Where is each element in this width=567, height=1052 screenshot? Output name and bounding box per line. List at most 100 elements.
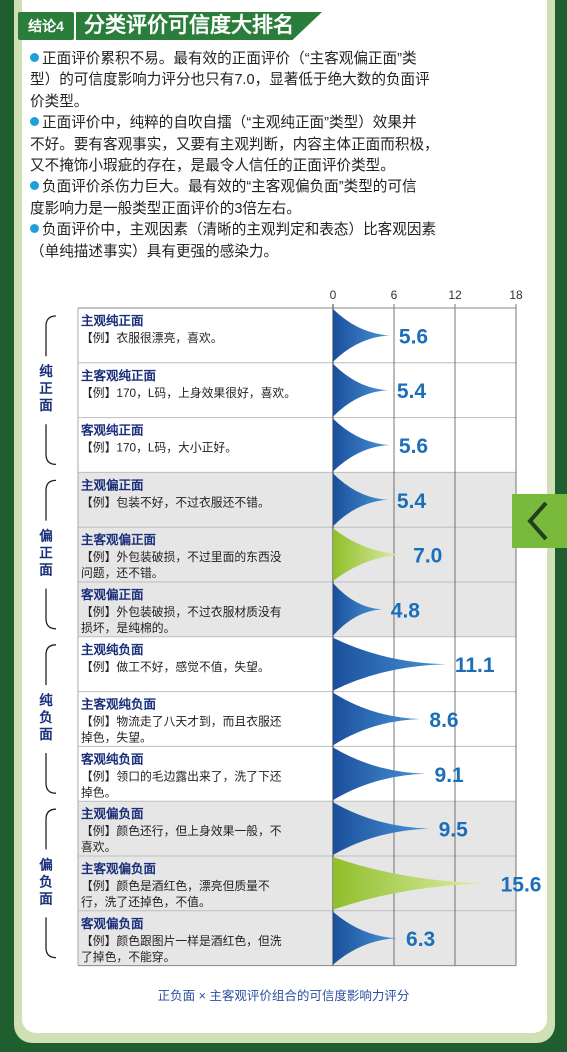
category-example: 【例】物流走了八天才到，而且衣服还 <box>81 715 282 729</box>
bullet-line: （单纯描述事实）具有更强的感染力。 <box>30 242 536 263</box>
bullet-line: 负面评价中，主观因素（清晰的主观判定和表态）比客观因素 <box>30 220 536 241</box>
spike-bar <box>333 802 430 855</box>
bullet-list: 正面评价累积不易。最有效的正面评价（“主客观偏正面”类 型）的可信度影响力评分也只… <box>30 49 536 263</box>
bullet-dot-icon <box>30 53 39 62</box>
spike-bar <box>333 363 388 417</box>
bullet-line: 正面评价累积不易。最有效的正面评价（“主客观偏正面”类 <box>30 49 536 70</box>
value-label: 9.5 <box>439 819 469 842</box>
group-label-char: 面 <box>39 398 53 413</box>
category-example: 掉色，失望。 <box>81 731 152 745</box>
bullet-line: 度影响力是一般类型正面评价的3倍左右。 <box>30 199 536 220</box>
group-label-char: 正 <box>39 381 53 396</box>
x-tick-label: 6 <box>391 288 398 302</box>
value-label: 5.4 <box>397 490 427 513</box>
value-label: 5.6 <box>399 325 428 348</box>
category-title: 主客观偏正面 <box>81 532 157 547</box>
category-example: 【例】170，L码，上身效果很好，喜欢。 <box>81 386 296 400</box>
category-example: 掉色。 <box>81 785 116 799</box>
conclusion-tag: 结论4 <box>18 12 74 40</box>
bullet-text: 正面评价中，纯粹的自吹自擂（“主观纯正面”类型）效果并 <box>42 115 417 132</box>
value-label: 4.8 <box>391 599 421 622</box>
category-title: 主客观纯负面 <box>81 697 157 712</box>
bullet-text: 不好。要有客观事实，又要有主观判断，内容主体正面而积极， <box>30 136 439 153</box>
category-example: 损坏，是纯棉的。 <box>81 621 175 635</box>
category-example: 【例】外包装破损，不过衣服材质没有 <box>81 605 282 619</box>
bullet-line: 正面评价中，纯粹的自吹自擂（“主观纯正面”类型）效果并 <box>30 113 536 134</box>
spike-bar <box>333 309 390 362</box>
category-title: 主观偏正面 <box>81 477 144 492</box>
category-example: 【例】做工不好，感觉不值，失望。 <box>81 660 270 674</box>
bullet-text: 负面评价杀伤力巨大。最有效的“主客观偏负面”类型的可信 <box>42 179 417 196</box>
category-example: 【例】领口的毛边露出来了，洗了下还 <box>81 769 282 783</box>
bullet-paragraph: 正面评价中，纯粹的自吹自擂（“主观纯正面”类型）效果并不好。要有客观事实，又要有… <box>30 113 536 177</box>
category-example: 【例】包装不好，不过衣服还不错。 <box>81 495 270 509</box>
bullet-line: 负面评价杀伤力巨大。最有效的“主客观偏负面”类型的可信 <box>30 177 536 198</box>
value-label: 5.4 <box>397 380 427 403</box>
bullet-dot-icon <box>30 181 39 191</box>
group-band <box>78 472 516 637</box>
category-title: 客观纯正面 <box>80 423 144 438</box>
x-tick-label: 18 <box>509 288 523 302</box>
bullet-text: 型）的可信度影响力评分也只有7.0，显著低于绝大数的负面评 <box>30 72 430 89</box>
bullet-paragraph: 负面评价中，主观因素（清晰的主观判定和表态）比客观因素 （单纯描述事实）具有更强的… <box>30 220 536 263</box>
group-bracket <box>45 479 57 521</box>
prev-page-button[interactable] <box>512 494 567 548</box>
category-example: 了掉色，不能穿。 <box>81 950 175 964</box>
spike-bar <box>333 473 388 527</box>
group-bracket <box>45 424 57 466</box>
category-example: 行，洗了还掉色，不值。 <box>81 895 211 909</box>
x-tick-label: 0 <box>330 288 337 302</box>
value-label: 8.6 <box>429 709 458 732</box>
group-label-char: 面 <box>39 563 53 578</box>
category-title: 客观偏正面 <box>80 587 144 602</box>
x-tick-label: 12 <box>448 288 462 302</box>
group-label-char: 面 <box>39 891 53 906</box>
value-label: 15.6 <box>501 873 542 896</box>
value-label: 7.0 <box>413 545 442 568</box>
group-bracket <box>45 917 57 959</box>
group-bracket <box>45 808 57 850</box>
bullet-text: 正面评价累积不易。最有效的正面评价（“主客观偏正面”类 <box>42 51 417 67</box>
category-example: 【例】颜色是酒红色，漂亮但质量不 <box>81 879 270 893</box>
section-title: 分类评价可信度大排名 <box>76 12 322 40</box>
value-label: 11.1 <box>455 654 495 677</box>
bullet-line: 又不掩饰小瑕疵的存在，是最令人信任的正面评价类型。 <box>30 156 536 177</box>
category-example: 问题，还不错。 <box>81 566 164 580</box>
value-label: 9.1 <box>435 764 465 787</box>
value-label: 5.6 <box>399 435 428 458</box>
category-example: 【例】颜色跟图片一样是酒红色，但洗 <box>81 934 282 948</box>
group-label-char: 纯 <box>39 363 53 379</box>
chevron-left-icon <box>527 501 548 541</box>
bullet-paragraph: 正面评价累积不易。最有效的正面评价（“主客观偏正面”类 型）的可信度影响力评分也只… <box>30 49 536 113</box>
category-title: 主观偏负面 <box>81 806 144 821</box>
category-title: 主观纯负面 <box>81 642 144 657</box>
section-header: 结论4 分类评价可信度大排名 <box>18 12 358 40</box>
group-label-char: 面 <box>39 727 53 742</box>
group-bracket <box>45 315 57 357</box>
category-title: 主客观纯正面 <box>81 368 157 383</box>
group-label-char: 纯 <box>39 692 53 708</box>
category-example: 【例】外包装破损，不过里面的东西没 <box>81 550 282 564</box>
bullet-text: 负面评价中，主观因素（清晰的主观判定和表态）比客观因素 <box>42 222 437 239</box>
group-label-char: 正 <box>39 546 53 561</box>
group-band <box>78 308 516 473</box>
spike-bar <box>333 747 426 801</box>
group-label-char: 偏 <box>39 528 53 544</box>
category-title: 客观纯负面 <box>80 751 144 766</box>
category-example: 喜欢。 <box>81 840 116 854</box>
category-example: 【例】颜色还行，但上身效果一般，不 <box>81 824 282 838</box>
spike-bar <box>333 911 398 965</box>
bullet-paragraph: 负面评价杀伤力巨大。最有效的“主客观偏负面”类型的可信度影响力是一般类型正面评价… <box>30 177 536 220</box>
bullet-text: （单纯描述事实）具有更强的感染力。 <box>30 243 279 260</box>
bullet-dot-icon <box>30 117 39 127</box>
chart-caption: 正负面 × 主客观评价组合的可信度影响力评分 <box>157 989 410 1003</box>
group-label-char: 负 <box>39 873 53 889</box>
bullet-dot-icon <box>30 224 39 234</box>
bullet-line: 不好。要有客观事实，又要有主观判断，内容主体正面而积极， <box>30 135 536 156</box>
category-title: 主客观偏负面 <box>81 861 157 876</box>
group-bracket <box>45 753 57 794</box>
group-bracket <box>45 644 57 685</box>
group-label-char: 偏 <box>39 856 53 872</box>
